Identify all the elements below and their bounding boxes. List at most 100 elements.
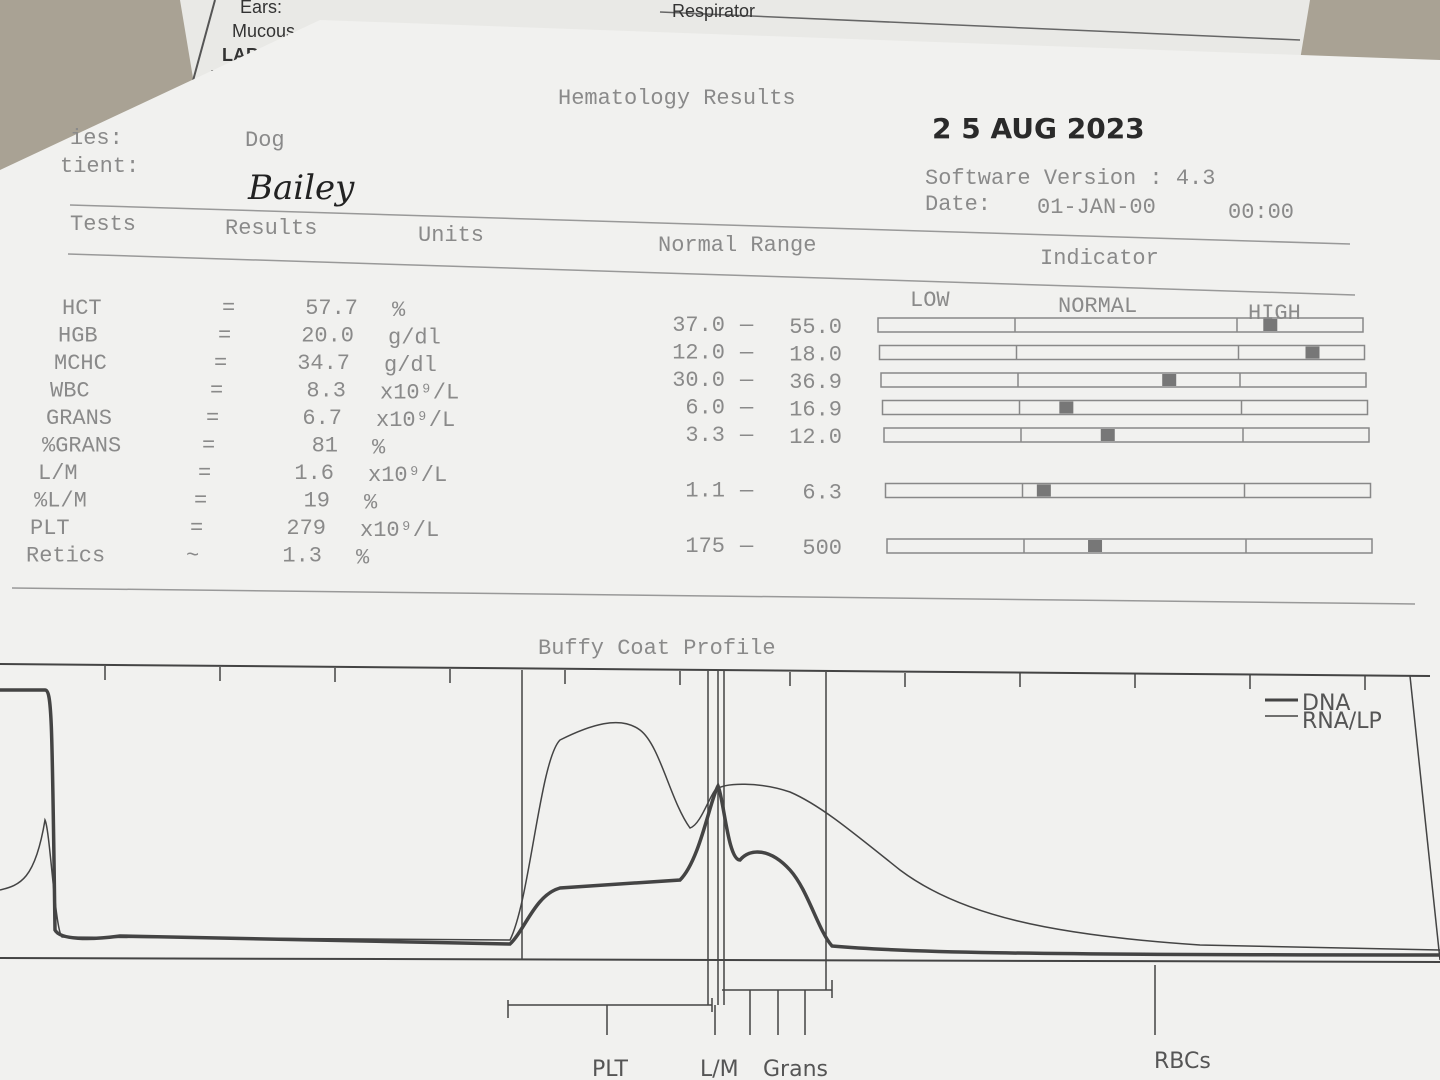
range-separator: — — [739, 313, 754, 338]
form-label: Respirator — [672, 1, 755, 21]
indicator-marker — [1305, 346, 1320, 359]
separator: = — [190, 516, 203, 541]
indicator-bar — [886, 538, 1373, 554]
result: 34.7 — [297, 351, 350, 376]
title: Hematology Results — [558, 86, 796, 111]
scale-label: LOW — [910, 288, 950, 313]
patient-label: tient: — [60, 154, 139, 179]
header: Normal Range — [658, 233, 816, 258]
results-table: HCT = 57.7 % 37.0 — 55.0 HGB = 20.0 g/dl 12.0 — 18.0 M… — [26, 296, 1373, 570]
range-separator: — — [739, 423, 754, 448]
zone-label: PLT — [592, 1057, 628, 1080]
header: Tests — [70, 212, 136, 237]
scale-label: NORMAL — [1058, 294, 1137, 319]
range-high: 36.9 — [789, 370, 842, 395]
species: Dog — [245, 128, 285, 153]
separator: = — [218, 323, 231, 348]
legend-label: DNA — [1302, 691, 1350, 716]
separator: = — [206, 406, 219, 431]
range-separator: — — [739, 478, 754, 503]
indicator-bar — [884, 482, 1372, 499]
indicator-marker — [1263, 319, 1278, 331]
range-high: 500 — [802, 536, 842, 561]
buffy-coat-plot — [0, 663, 1440, 1035]
indicator-bar — [883, 427, 1370, 443]
unit: x10⁹/L — [360, 518, 439, 543]
range-low: 1.1 — [685, 478, 725, 503]
test-name: %L/M — [34, 488, 87, 513]
indicator-bar — [881, 399, 1369, 416]
legend-label: RNA/LP — [1302, 709, 1382, 734]
result: 81 — [312, 433, 338, 458]
indicator-marker — [1059, 401, 1074, 414]
range-separator: — — [739, 340, 754, 365]
range-low: 30.0 — [672, 368, 725, 393]
unit: % — [364, 490, 378, 515]
test-name: PLT — [30, 516, 70, 541]
separator: = — [214, 351, 227, 376]
unit: x10⁹/L — [380, 380, 459, 405]
separator: = — [202, 433, 215, 458]
test-name: WBC — [50, 378, 90, 403]
indicator-marker — [1036, 484, 1051, 497]
zone-label: Grans — [763, 1057, 828, 1080]
result: 6.7 — [302, 406, 342, 431]
time: 00:00 — [1228, 200, 1294, 225]
result: 57.7 — [305, 296, 358, 321]
software-version: Software Version : 4.3 — [925, 166, 1215, 191]
range-separator: — — [739, 534, 754, 559]
date-label: Date: — [925, 192, 991, 217]
result: 8.3 — [306, 378, 346, 403]
zone-label: RBCs — [1154, 1049, 1211, 1074]
date-stamp: 2 5 AUG 2023 — [932, 112, 1145, 145]
range-low: 3.3 — [685, 423, 725, 448]
unit: g/dl — [384, 353, 437, 378]
zone-lines — [521, 670, 827, 1005]
indicator-marker — [1162, 374, 1177, 386]
header: Results — [225, 216, 317, 241]
range-low: 37.0 — [672, 313, 725, 338]
species-label: ies: — [70, 126, 123, 151]
chart-title: Buffy Coat Profile — [538, 636, 776, 661]
header: Indicator — [1040, 246, 1159, 271]
result: 1.6 — [294, 461, 334, 486]
test-name: L/M — [38, 461, 78, 486]
rule — [69, 204, 1351, 245]
separator: = — [194, 488, 207, 513]
separator: = — [210, 378, 223, 403]
unit: % — [356, 545, 370, 570]
plot-border — [1409, 675, 1440, 961]
baseline — [0, 957, 1440, 963]
indicator-marker — [1088, 540, 1103, 552]
unit: % — [372, 435, 386, 460]
rule — [67, 253, 1356, 296]
range-high: 12.0 — [789, 425, 842, 450]
result: 20.0 — [301, 323, 354, 348]
indicator-marker — [1100, 429, 1115, 441]
range-separator: — — [739, 368, 754, 393]
test-name: %GRANS — [42, 433, 121, 458]
indicator-bar — [878, 344, 1366, 361]
top-ticks — [104, 666, 1366, 690]
result: 279 — [286, 516, 326, 541]
rule — [11, 587, 1416, 605]
range-high: 16.9 — [789, 397, 842, 422]
unit: x10⁹/L — [376, 408, 455, 433]
zone-brackets — [507, 980, 833, 1018]
plot-border — [0, 663, 1431, 677]
range-separator: — — [739, 395, 754, 420]
indicator-bar — [877, 317, 1364, 333]
form-label: Ears: — [240, 0, 282, 17]
separator: = — [222, 296, 235, 321]
header: Units — [418, 223, 484, 248]
dna-curve — [0, 688, 1440, 957]
separator: = — [198, 461, 211, 486]
range-low: 175 — [685, 534, 725, 559]
unit: x10⁹/L — [368, 463, 447, 488]
result: 19 — [304, 488, 330, 513]
patient-name: Bailey — [247, 168, 355, 208]
separator: ~ — [186, 543, 199, 568]
range-low: 12.0 — [672, 340, 725, 365]
unit: g/dl — [388, 325, 441, 350]
